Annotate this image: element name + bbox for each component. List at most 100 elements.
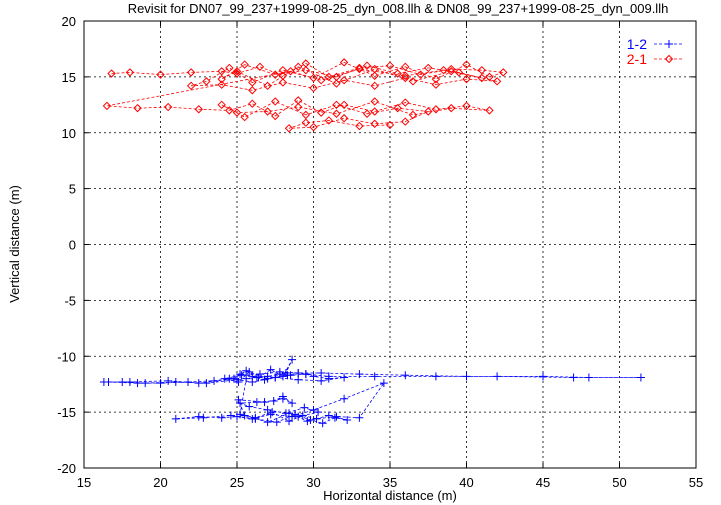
data-point [271, 373, 280, 382]
data-point [210, 376, 219, 385]
y-tick-label: 5 [69, 182, 76, 197]
data-point [99, 377, 108, 386]
data-point [332, 72, 341, 82]
x-tick-label: 35 [383, 475, 397, 490]
data-point [569, 373, 578, 382]
y-tick-label: 20 [62, 14, 76, 29]
x-axis-label: Horizontal distance (m) [323, 488, 457, 503]
y-tick-label: 0 [69, 238, 76, 253]
data-point [286, 67, 295, 76]
legend-marker [665, 40, 673, 48]
data-point [125, 377, 134, 386]
x-tick-label: 50 [612, 475, 626, 490]
legend-label: 1-2 [627, 36, 647, 52]
data-point [314, 408, 323, 417]
data-point [401, 117, 410, 126]
data-point [324, 372, 333, 381]
data-point [133, 103, 142, 113]
data-point [233, 412, 241, 421]
data-point [462, 101, 471, 111]
data-point [309, 372, 318, 381]
data-point [271, 70, 280, 79]
x-tick-label: 30 [306, 475, 320, 490]
data-point [245, 367, 254, 376]
data-point [370, 64, 379, 74]
data-point [186, 81, 196, 91]
data-point [332, 100, 341, 110]
data-point [309, 73, 318, 83]
data-point [401, 62, 410, 72]
data-point [485, 106, 494, 115]
data-point [272, 418, 281, 427]
chart-title: Revisit for DN07_99_237+1999-08-25_dyn_0… [128, 1, 669, 16]
data-point [370, 372, 379, 381]
data-point [446, 67, 456, 76]
data-point [401, 98, 410, 107]
data-point [343, 415, 352, 424]
data-point [232, 67, 242, 76]
series-line-1-2 [103, 359, 641, 424]
data-point [226, 411, 235, 420]
data-point [462, 60, 471, 69]
data-point [362, 61, 372, 70]
data-point [355, 121, 364, 131]
data-point [316, 108, 326, 117]
x-tick-label: 55 [689, 475, 703, 490]
data-point [370, 81, 379, 91]
data-point [236, 370, 245, 379]
data-point [332, 109, 341, 118]
data-point [355, 63, 364, 73]
data-point [141, 379, 150, 388]
data-point [186, 68, 196, 77]
data-point [303, 417, 312, 426]
data-point [309, 83, 318, 93]
data-point [301, 110, 311, 120]
data-point [263, 418, 272, 427]
data-point [301, 370, 310, 379]
data-point [636, 373, 645, 382]
legend-label: 2-1 [627, 51, 647, 67]
data-point [318, 419, 327, 428]
data-point [584, 373, 593, 382]
data-point [240, 112, 249, 122]
data-point [454, 68, 464, 77]
data-point [294, 369, 303, 378]
data-point [278, 65, 288, 75]
data-point [194, 379, 203, 388]
data-point [278, 78, 288, 87]
data-point [240, 60, 249, 69]
data-point [102, 101, 112, 111]
series-layer [99, 58, 645, 428]
data-point [477, 73, 487, 83]
data-point [240, 411, 249, 420]
data-point [232, 108, 242, 117]
data-point [217, 100, 226, 110]
data-point [281, 409, 290, 418]
x-tick-label: 20 [153, 475, 167, 490]
data-point [284, 124, 294, 133]
data-point [281, 369, 290, 378]
data-point [194, 412, 203, 421]
x-tick-label: 40 [459, 475, 473, 490]
data-point [248, 78, 257, 87]
data-point [234, 395, 243, 404]
data-point [324, 116, 334, 125]
data-point [248, 86, 257, 95]
data-point [339, 114, 349, 123]
y-tick-label: 15 [62, 70, 76, 85]
data-point [286, 371, 295, 380]
data-point [340, 373, 349, 382]
data-point [385, 61, 395, 70]
data-point [217, 67, 226, 76]
data-point [431, 74, 441, 84]
data-point [220, 374, 229, 383]
data-point [362, 109, 372, 118]
data-point [446, 64, 456, 74]
data-point [245, 402, 254, 411]
data-point [118, 377, 127, 386]
data-point [229, 374, 238, 383]
data-point [324, 411, 333, 420]
data-point [332, 79, 341, 88]
